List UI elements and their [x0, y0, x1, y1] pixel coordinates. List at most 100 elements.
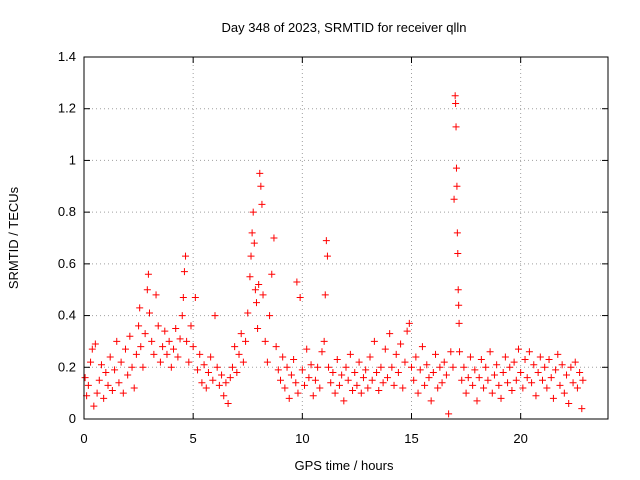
data-point [296, 293, 304, 301]
data-point [307, 361, 315, 369]
data-point [355, 358, 363, 366]
chart-title: Day 348 of 2023, SRMTID for receiver qll… [222, 20, 467, 35]
data-point [349, 387, 357, 395]
data-point [539, 376, 546, 384]
data-point [488, 389, 496, 397]
y-tick-label: 0.4 [58, 308, 76, 323]
data-point [311, 376, 319, 384]
data-point [136, 304, 144, 312]
data-point [277, 376, 284, 384]
y-tick-label: 0.8 [58, 204, 76, 219]
data-point [146, 309, 153, 317]
data-point [434, 384, 442, 392]
data-point [255, 281, 263, 289]
data-point [362, 366, 370, 374]
data-point [512, 376, 520, 384]
data-point [316, 384, 324, 392]
data-point [499, 368, 507, 376]
data-point [454, 286, 462, 294]
data-point [207, 353, 215, 361]
data-point [556, 381, 564, 389]
data-point [298, 366, 306, 374]
data-point [364, 384, 372, 392]
data-point [239, 358, 247, 366]
data-point [321, 291, 329, 299]
data-point [547, 374, 555, 382]
data-point [495, 381, 503, 389]
data-point [200, 361, 208, 369]
data-point [250, 239, 258, 247]
x-tick-label: 10 [295, 431, 309, 446]
data-point [226, 374, 234, 382]
data-point [84, 381, 92, 389]
data-point [259, 291, 267, 299]
data-point [504, 379, 512, 387]
data-point [287, 371, 295, 379]
data-point [536, 353, 544, 361]
data-point [165, 337, 173, 345]
data-point [111, 366, 119, 374]
data-point [204, 368, 212, 376]
x-axis-label: GPS time / hours [295, 458, 394, 473]
data-point [325, 363, 333, 371]
data-point [331, 389, 339, 397]
data-point [318, 348, 326, 356]
data-point [552, 366, 560, 374]
data-point [152, 291, 160, 299]
data-point [106, 353, 114, 361]
data-point [510, 358, 518, 366]
data-point [486, 348, 494, 356]
data-point [475, 374, 483, 382]
data-point [440, 358, 448, 366]
data-point [466, 353, 474, 361]
data-point [519, 384, 527, 392]
data-point [290, 356, 298, 364]
x-tick-label: 0 [80, 431, 87, 446]
data-point [567, 363, 575, 371]
data-point [565, 399, 573, 407]
data-point [320, 337, 328, 345]
data-point [366, 353, 374, 361]
data-point [90, 402, 98, 410]
data-point [452, 164, 460, 172]
plot-frame [83, 56, 609, 420]
data-point [115, 379, 123, 387]
data-point [211, 312, 219, 320]
data-point [508, 387, 516, 395]
data-point [558, 361, 566, 369]
data-point [202, 384, 210, 392]
data-point [438, 379, 446, 387]
data-point [279, 353, 287, 361]
y-axis-label: SRMTID / TECUs [6, 186, 21, 289]
data-point [124, 371, 132, 379]
data-point [450, 195, 458, 203]
data-point [198, 379, 206, 387]
data-point [501, 353, 509, 361]
data-point [309, 392, 317, 400]
data-point [97, 361, 105, 369]
data-point [189, 343, 197, 351]
data-point [386, 330, 394, 338]
data-point [342, 363, 350, 371]
data-point [344, 376, 352, 384]
data-point [414, 389, 422, 397]
data-point [397, 340, 405, 348]
data-point [517, 368, 525, 376]
data-series-srmtid [81, 92, 587, 418]
data-point [104, 381, 112, 389]
data-point [224, 399, 232, 407]
data-point [442, 371, 450, 379]
data-point [91, 340, 99, 348]
data-point [449, 363, 457, 371]
data-point [148, 337, 156, 345]
data-point [335, 381, 343, 389]
data-point [394, 368, 402, 376]
data-point [455, 301, 463, 309]
data-point [130, 384, 138, 392]
data-point [256, 169, 264, 177]
data-point [248, 229, 256, 237]
data-point [484, 376, 492, 384]
data-point [333, 356, 341, 364]
data-point [388, 363, 396, 371]
